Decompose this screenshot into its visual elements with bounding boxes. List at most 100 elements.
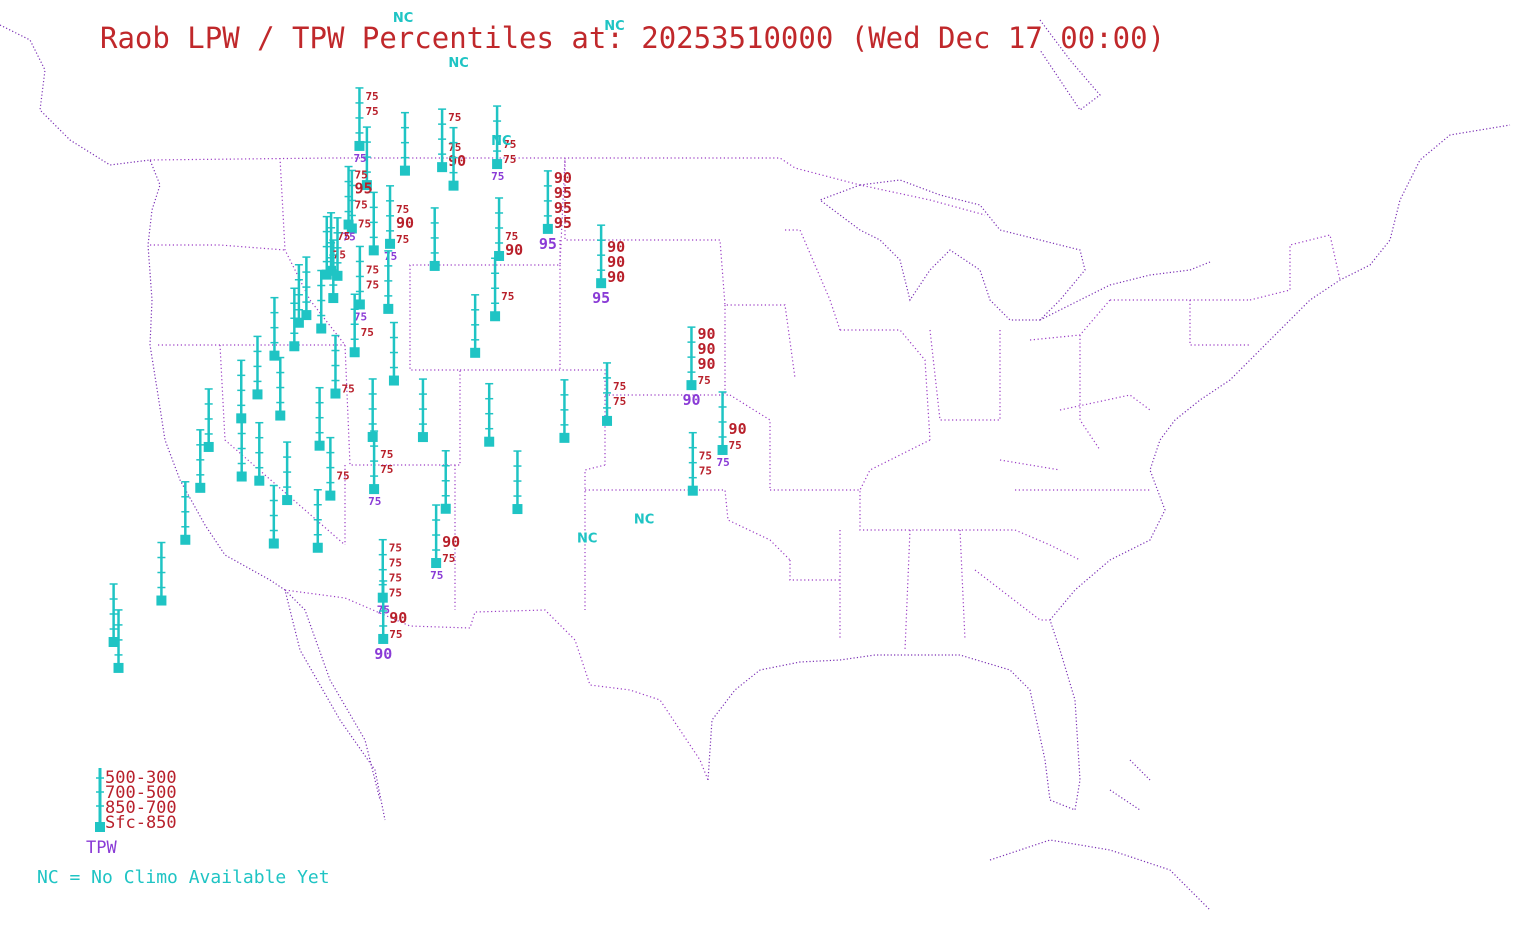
layer-percentile: 90 xyxy=(554,169,572,187)
station-amarillo xyxy=(417,378,428,443)
station-tpw-square xyxy=(326,265,337,276)
station-sterling xyxy=(269,296,280,361)
layer-percentile: 75 xyxy=(389,542,402,555)
station-tpw-square xyxy=(293,317,304,328)
layer-percentile: 75 xyxy=(389,587,402,600)
station-quillayute: 75 75 75 xyxy=(491,105,516,183)
station-jacksonville xyxy=(180,481,191,545)
station-tpw-square xyxy=(429,260,440,271)
station-shreveport: 75 xyxy=(325,436,350,501)
station-blacksburg xyxy=(252,335,263,400)
layer-percentile: 75 xyxy=(355,199,368,212)
layer-percentile: 90 xyxy=(442,533,460,551)
station-pittsburgh xyxy=(293,263,304,328)
tpw-percentile: 75 xyxy=(430,569,443,582)
layer-percentile: 75 xyxy=(380,448,393,461)
station-peachtree-city xyxy=(236,417,247,482)
map-title: Raob LPW / TPW Percentiles at: 202535100… xyxy=(100,21,1165,55)
station-tpw-square xyxy=(268,538,279,549)
tpw-percentile: 75 xyxy=(343,231,356,244)
layer-percentile: 75 xyxy=(380,463,393,476)
layer-percentile: 75 xyxy=(699,465,712,478)
station-slidell xyxy=(268,484,279,549)
station-topeka: 75 xyxy=(349,293,374,358)
station-fort-worth: 75 75 75 xyxy=(368,430,393,508)
station-lake-charles xyxy=(312,489,323,553)
legend-tpw-square xyxy=(95,822,105,832)
station-tpw-square xyxy=(332,270,343,281)
layer-percentile: 75 xyxy=(361,326,374,339)
station-tpw-square xyxy=(275,410,286,421)
cuba-bahamas xyxy=(989,759,1211,911)
tpw-percentile: 75 xyxy=(354,310,367,323)
tpw-percentile: 75 xyxy=(717,456,730,469)
station-tpw-square xyxy=(383,303,394,314)
layer-percentile: 75 xyxy=(337,230,350,243)
station-tpw-square xyxy=(492,159,503,170)
station-tpw-square xyxy=(354,140,365,151)
station-tpw-square xyxy=(542,223,553,234)
station-santa-teresa xyxy=(512,450,523,515)
station-omaha: 75 75 75 xyxy=(354,245,379,323)
station-tpw-square xyxy=(494,250,505,261)
station-tpw-square xyxy=(385,238,396,249)
layer-percentile: 75 xyxy=(336,470,349,483)
station-tpw-square xyxy=(437,162,448,173)
great-lakes xyxy=(818,179,1086,321)
nc-markers: NCNCNCNCNCNCNCNCNCNC xyxy=(393,11,654,547)
station-tpw-square xyxy=(254,475,265,486)
station-jackson xyxy=(282,441,293,506)
coastline-baja xyxy=(284,589,381,801)
border-mexico xyxy=(284,589,709,781)
station-tpw-square xyxy=(343,219,354,230)
station-tpw-square xyxy=(388,375,399,386)
nc-marker: NC xyxy=(577,532,597,547)
station-great-falls xyxy=(399,111,410,176)
layer-percentile: 95 xyxy=(554,184,572,202)
station-tpw-square xyxy=(180,534,191,545)
station-tpw-square xyxy=(252,389,263,400)
station-key-west xyxy=(113,609,124,673)
station-salt-lake-city: 75 xyxy=(490,257,514,322)
station-tpw-square xyxy=(369,484,380,495)
station-tpw-square xyxy=(490,311,501,322)
station-tpw-square xyxy=(349,347,360,358)
station-norman xyxy=(367,378,378,442)
layer-percentile: 75 xyxy=(501,290,514,303)
station-north-platte xyxy=(383,250,394,314)
tpw-percentile: 75 xyxy=(384,250,397,263)
station-flagstaff xyxy=(559,379,570,443)
tpw-percentile: 95 xyxy=(539,235,557,253)
layer-percentile: 90 xyxy=(448,152,466,170)
station-dodge-city xyxy=(388,321,399,386)
station-tpw-square xyxy=(367,431,378,442)
layer-percentile: 75 xyxy=(358,217,371,230)
station-tpw-square xyxy=(269,350,280,361)
station-birmingham xyxy=(254,421,265,486)
station-tpw-square xyxy=(417,432,428,443)
station-tpw-square xyxy=(195,482,206,493)
coastline-west xyxy=(0,24,386,821)
station-tpw-square xyxy=(399,165,410,176)
station-albuquerque xyxy=(484,382,495,447)
station-tpw-square xyxy=(314,440,325,451)
station-tpw-square xyxy=(108,637,119,648)
layer-percentile: 75 xyxy=(333,249,346,262)
legend-layer-500-300: 500-300 xyxy=(105,768,177,788)
tpw-percentile: 75 xyxy=(368,495,381,508)
station-miami xyxy=(108,583,119,648)
station-tpw-square xyxy=(717,444,728,455)
tpw-percentile: 95 xyxy=(592,289,610,307)
state-borders xyxy=(150,157,1341,651)
layer-percentile: 90 xyxy=(697,325,715,343)
